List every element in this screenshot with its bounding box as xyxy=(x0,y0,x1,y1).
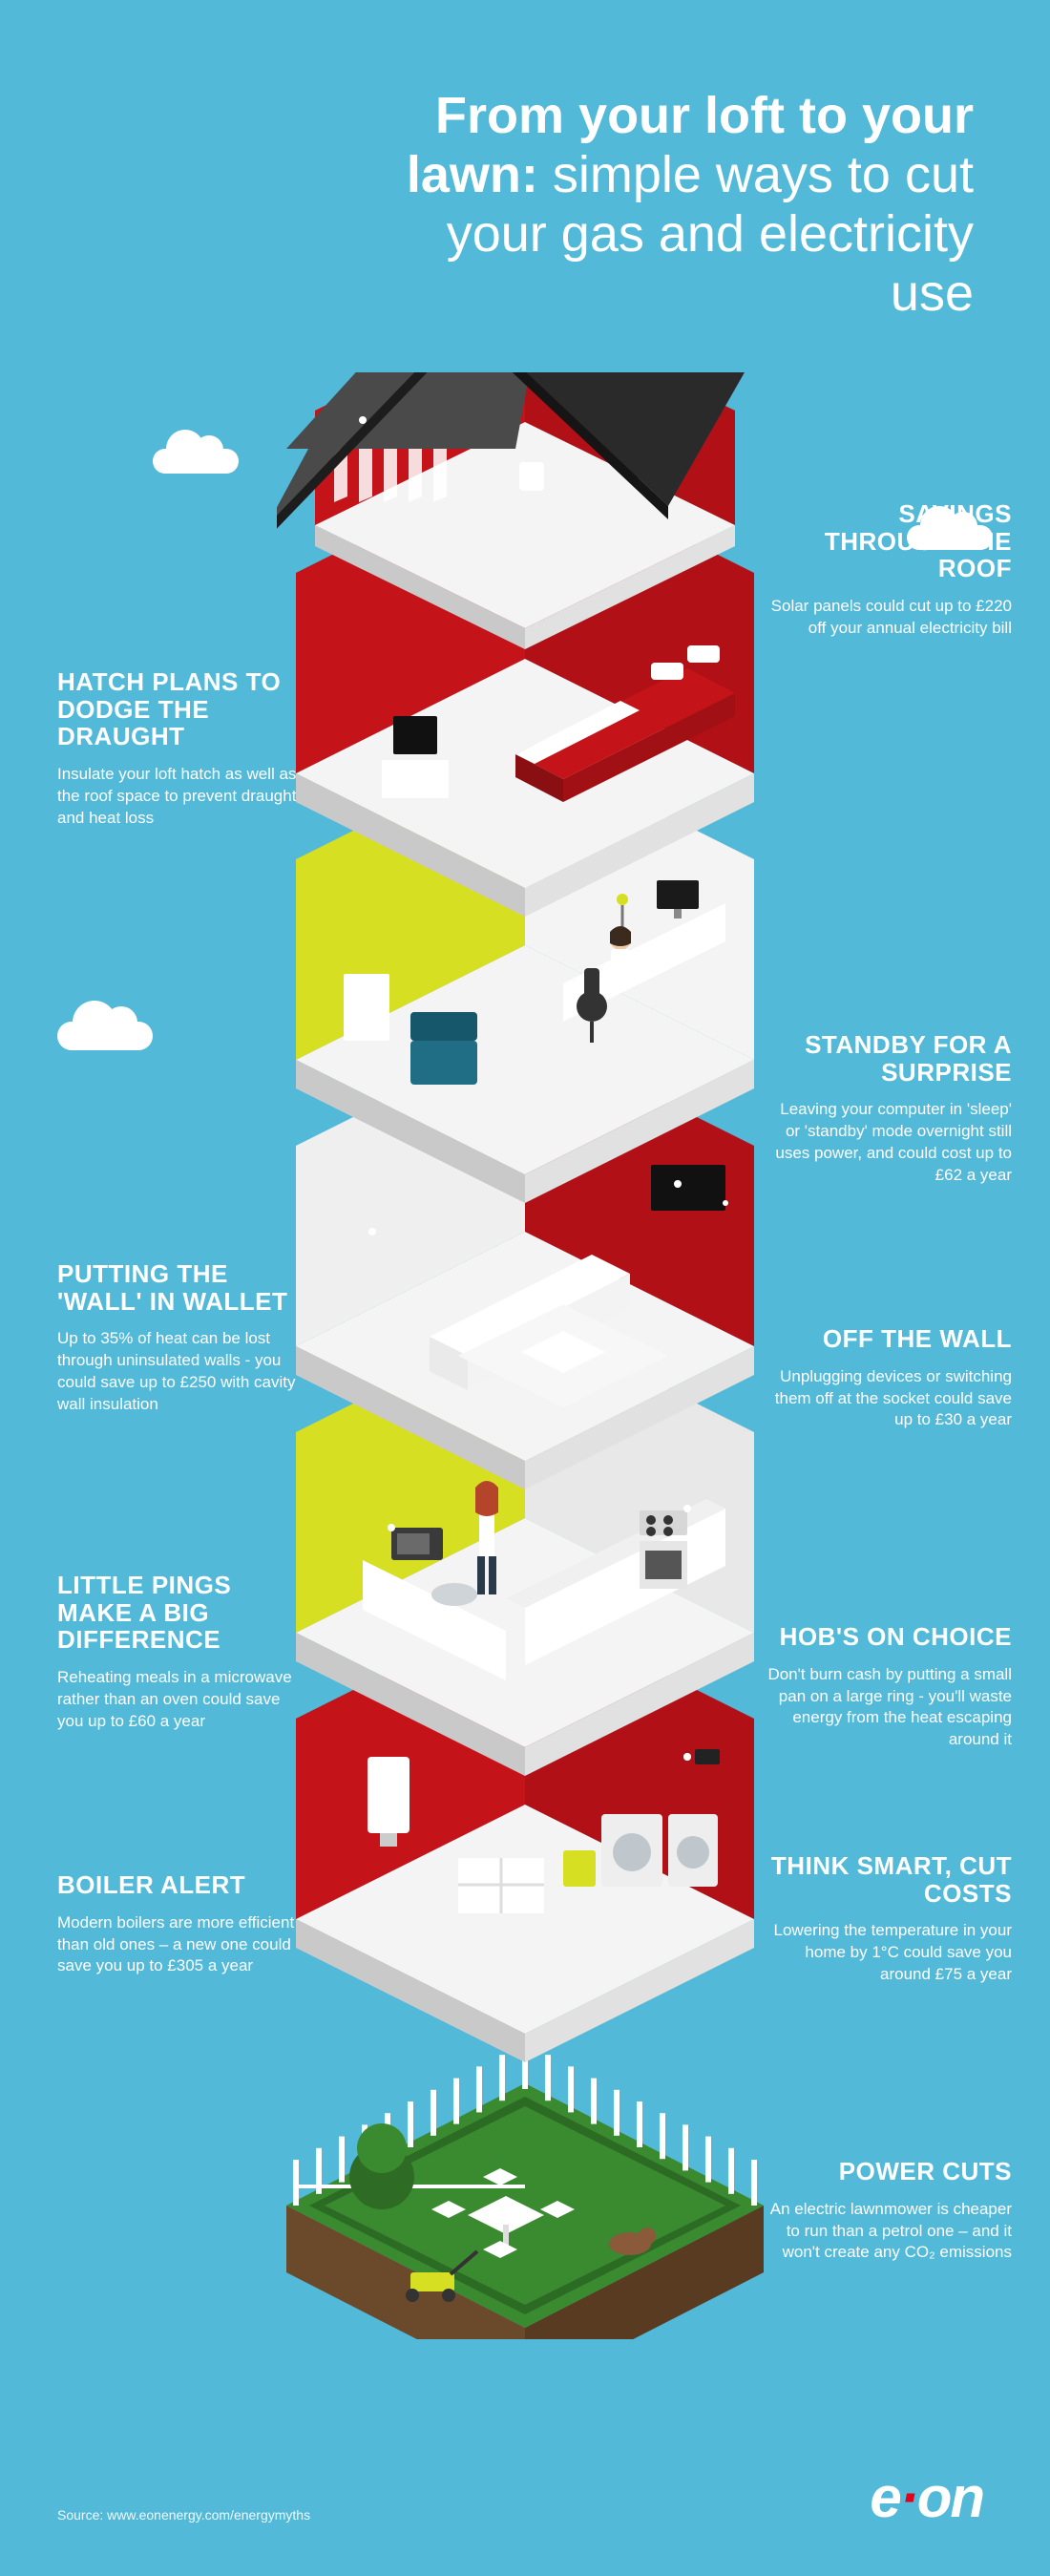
tip-body: Don't burn cash by putting a small pan o… xyxy=(764,1664,1012,1752)
tip-block: STANDBY FOR A SURPRISE Leaving your compu… xyxy=(764,1031,1012,1187)
page-title: From your loft to your lawn: simple ways… xyxy=(382,86,974,323)
tip-title: LITTLE PINGS MAKE A BIG DIFFERENCE xyxy=(57,1572,305,1654)
cloud-icon xyxy=(153,449,239,474)
tip-body: Unplugging devices or switching them off… xyxy=(764,1366,1012,1432)
house-illustration xyxy=(277,372,773,2339)
tip-body: Reheating meals in a microwave rather th… xyxy=(57,1667,305,1733)
tip-block: THINK SMART, CUT COSTS Lowering the tempe… xyxy=(764,1852,1012,1986)
tip-block: LITTLE PINGS MAKE A BIG DIFFERENCE Reheat… xyxy=(57,1572,305,1733)
tip-body: Leaving your computer in 'sleep' or 'sta… xyxy=(764,1099,1012,1187)
tip-title: OFF THE WALL xyxy=(764,1325,1012,1353)
tip-title: SAVINGS THROUGH THE ROOF xyxy=(764,500,1012,582)
tip-block: POWER CUTS An electric lawnmower is cheap… xyxy=(764,2158,1012,2264)
source-text: Source: www.eonenergy.com/energymyths xyxy=(57,2507,310,2523)
title-bold-2: lawn: xyxy=(407,146,538,203)
tip-title: PUTTING THE 'WALL' IN WALLET xyxy=(57,1260,305,1315)
tip-title: POWER CUTS xyxy=(764,2158,1012,2185)
brand-logo: e·on xyxy=(870,2464,983,2530)
tip-body: Lowering the temperature in your home by… xyxy=(764,1920,1012,1986)
tip-block: HATCH PLANS TO DODGE THE DRAUGHT Insulate… xyxy=(57,668,305,830)
tip-body: An electric lawnmower is cheaper to run … xyxy=(764,2199,1012,2265)
tip-block: OFF THE WALL Unplugging devices or switch… xyxy=(764,1325,1012,1431)
tip-block: BOILER ALERT Modern boilers are more effi… xyxy=(57,1871,305,1977)
tip-block: HOB'S ON CHOICE Don't burn cash by puttin… xyxy=(764,1623,1012,1751)
tip-title: THINK SMART, CUT COSTS xyxy=(764,1852,1012,1907)
tip-title: HOB'S ON CHOICE xyxy=(764,1623,1012,1651)
tip-body: Modern boilers are more efficient than o… xyxy=(57,1912,305,1978)
title-bold-1: From your loft to your xyxy=(435,87,974,144)
tip-body: Solar panels could cut up to £220 off yo… xyxy=(764,596,1012,640)
tip-body: Insulate your loft hatch as well as the … xyxy=(57,764,305,830)
tip-title: HATCH PLANS TO DODGE THE DRAUGHT xyxy=(57,668,305,750)
tip-block: PUTTING THE 'WALL' IN WALLET Up to 35% of… xyxy=(57,1260,305,1416)
cloud-icon xyxy=(57,1022,153,1050)
tip-title: STANDBY FOR A SURPRISE xyxy=(764,1031,1012,1086)
tip-body: Up to 35% of heat can be lost through un… xyxy=(57,1328,305,1416)
tip-title: BOILER ALERT xyxy=(57,1871,305,1899)
tip-block: SAVINGS THROUGH THE ROOF Solar panels cou… xyxy=(764,500,1012,640)
